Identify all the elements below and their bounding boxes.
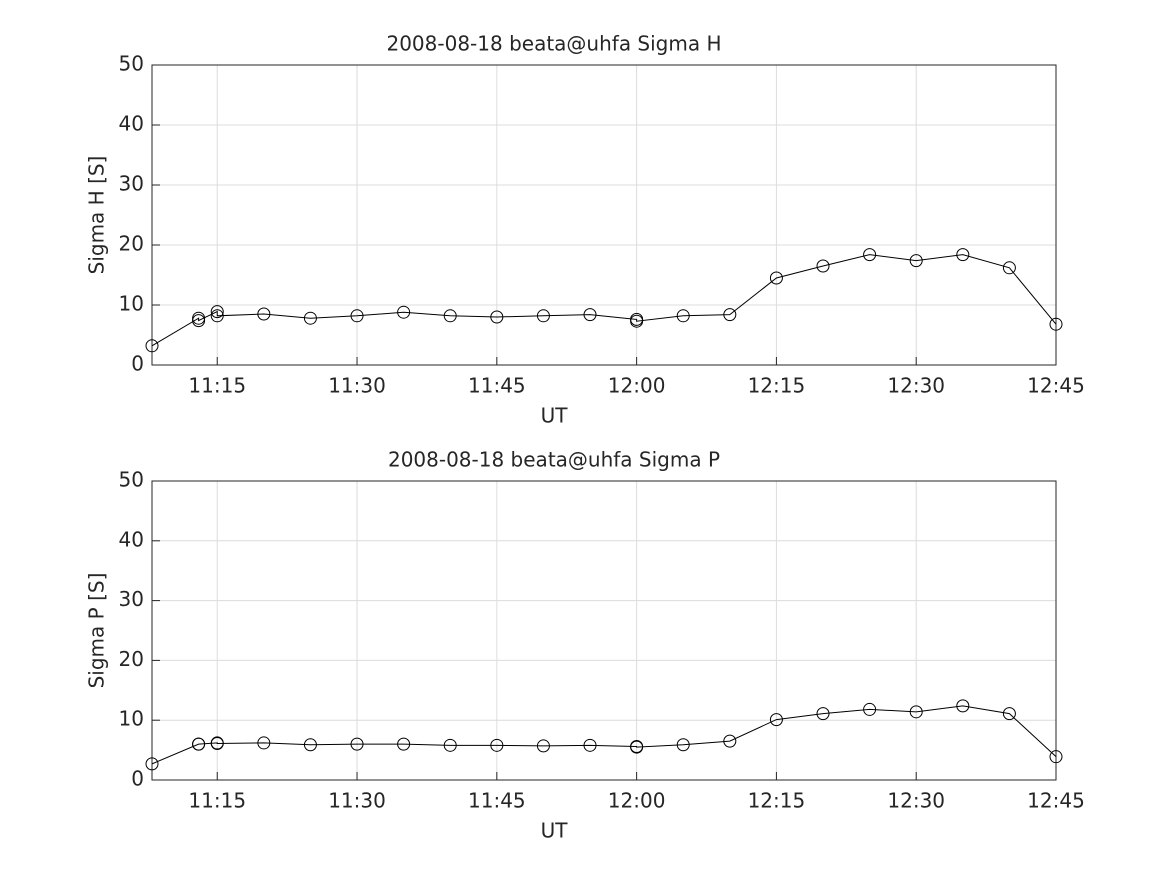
data-point [676,309,690,323]
chart-title: 2008-08-18 beata@uhfa Sigma H [386,32,721,56]
data-point [769,271,783,285]
data-point [1002,707,1016,721]
data-point [443,309,457,323]
data-point [145,339,159,353]
data-point [303,738,317,752]
data-point [909,254,923,268]
data-point [145,757,159,771]
y-axis-label: Sigma H [S] [85,156,109,275]
data-point [769,713,783,727]
data-point [257,307,271,321]
y-tick-label: 20 [119,647,144,671]
data-point [816,259,830,273]
y-tick-label: 0 [131,767,144,791]
data-point [536,309,550,323]
x-axis-label: UT [541,819,569,843]
data-point [1049,317,1063,331]
chart-title: 2008-08-18 beata@uhfa Sigma P [388,448,720,472]
plot-frame [151,64,1057,366]
x-tick-label: 11:15 [188,789,246,813]
x-tick-label: 12:00 [608,789,666,813]
data-point [863,702,877,716]
x-tick-label: 12:15 [748,789,806,813]
y-tick-label: 10 [119,292,144,316]
data-point [210,309,224,323]
y-tick-label: 50 [119,468,144,492]
data-point [630,740,644,754]
data-line [151,705,1057,765]
x-tick-label: 11:30 [328,374,386,398]
x-tick-label: 11:45 [468,374,526,398]
y-tick-label: 40 [119,112,144,136]
data-point [909,705,923,719]
data-point [350,737,364,751]
data-point [723,308,737,322]
x-tick-label: 11:30 [328,789,386,813]
data-point [1002,261,1016,275]
x-tick-label: 12:00 [608,374,666,398]
y-tick-label: 10 [119,707,144,731]
data-point [397,737,411,751]
data-point [816,707,830,721]
data-point [210,737,224,751]
data-point [397,305,411,319]
data-point [257,736,271,750]
x-axis-label: UT [541,404,569,428]
y-tick-label: 30 [119,172,144,196]
data-point [863,248,877,262]
plot-frame [151,480,1057,781]
y-tick-label: 40 [119,527,144,551]
data-point [490,738,504,752]
data-point [192,314,206,328]
data-point [303,311,317,325]
data-point [192,737,206,751]
data-point [443,738,457,752]
x-tick-label: 12:15 [748,374,806,398]
x-tick-label: 11:15 [188,374,246,398]
data-point [1049,750,1063,764]
data-point [956,699,970,713]
data-point [536,739,550,753]
x-tick-label: 12:30 [887,789,945,813]
y-tick-label: 50 [119,52,144,76]
x-tick-label: 11:45 [468,789,526,813]
y-axis-label: Sigma P [S] [85,573,109,689]
y-tick-label: 30 [119,587,144,611]
y-tick-label: 0 [131,352,144,376]
x-tick-label: 12:30 [887,374,945,398]
data-point [676,738,690,752]
data-point [583,738,597,752]
data-point [210,305,224,319]
x-tick-label: 12:45 [1027,789,1085,813]
data-point [956,248,970,262]
data-point [583,308,597,322]
data-point [350,309,364,323]
y-tick-label: 20 [119,232,144,256]
data-line [151,254,1057,347]
data-point [490,310,504,324]
x-tick-label: 12:45 [1027,374,1085,398]
data-point [723,734,737,748]
data-point [630,314,644,328]
